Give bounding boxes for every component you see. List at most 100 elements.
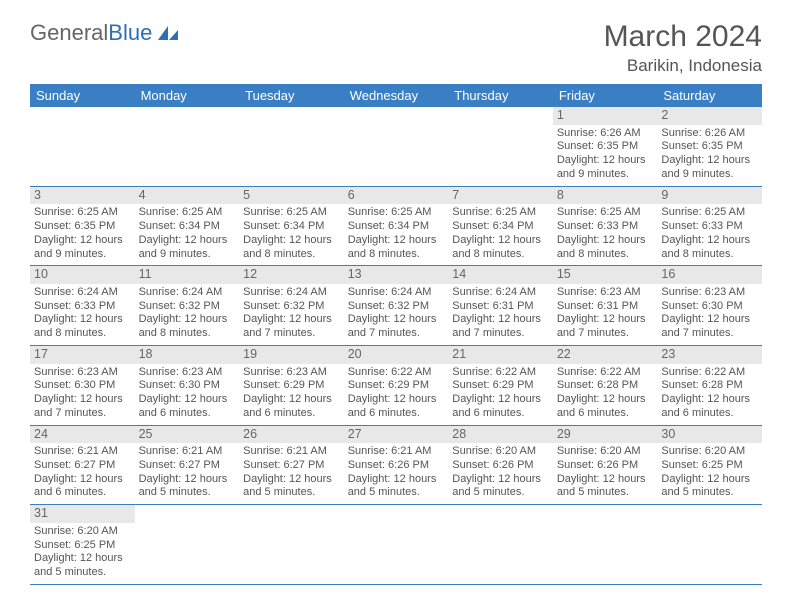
sunrise-line: Sunrise: 6:24 AM <box>452 286 549 300</box>
sunrise-line: Sunrise: 6:22 AM <box>348 366 445 380</box>
sunset-line: Sunset: 6:29 PM <box>452 379 549 393</box>
sunset-line: Sunset: 6:33 PM <box>34 300 131 314</box>
sunset-line: Sunset: 6:32 PM <box>243 300 340 314</box>
calendar-day-cell: 16Sunrise: 6:23 AMSunset: 6:30 PMDayligh… <box>657 266 762 346</box>
sunset-line: Sunset: 6:28 PM <box>661 379 758 393</box>
calendar-day-cell: 15Sunrise: 6:23 AMSunset: 6:31 PMDayligh… <box>553 266 658 346</box>
day-number: 18 <box>135 346 240 364</box>
calendar-empty-cell <box>344 505 449 585</box>
daylight-line: Daylight: 12 hours and 5 minutes. <box>243 473 340 501</box>
calendar-empty-cell <box>553 505 658 585</box>
sunrise-line: Sunrise: 6:21 AM <box>348 445 445 459</box>
day-number: 14 <box>448 266 553 284</box>
daylight-line: Daylight: 12 hours and 5 minutes. <box>661 473 758 501</box>
sunset-line: Sunset: 6:30 PM <box>34 379 131 393</box>
daylight-line: Daylight: 12 hours and 8 minutes. <box>452 234 549 262</box>
daylight-line: Daylight: 12 hours and 5 minutes. <box>348 473 445 501</box>
sunrise-line: Sunrise: 6:20 AM <box>34 525 131 539</box>
calendar-day-cell: 23 Sunrise: 6:22 AMSunset: 6:28 PMDayligh… <box>657 345 762 425</box>
day-number: 12 <box>239 266 344 284</box>
sunrise-line: Sunrise: 6:25 AM <box>243 206 340 220</box>
daylight-line: Daylight: 12 hours and 7 minutes. <box>348 313 445 341</box>
day-number: 20 <box>344 346 449 364</box>
calendar-day-cell: 3Sunrise: 6:25 AMSunset: 6:35 PMDaylight… <box>30 186 135 266</box>
daylight-line: Daylight: 12 hours and 7 minutes. <box>243 313 340 341</box>
calendar-empty-cell <box>135 107 240 186</box>
sunset-line: Sunset: 6:33 PM <box>661 220 758 234</box>
sunset-line: Sunset: 6:31 PM <box>452 300 549 314</box>
sunrise-line: Sunrise: 6:22 AM <box>557 366 654 380</box>
calendar-day-cell: 26Sunrise: 6:21 AMSunset: 6:27 PMDayligh… <box>239 425 344 505</box>
day-number: 2 <box>657 107 762 125</box>
sunrise-line: Sunrise: 6:25 AM <box>661 206 758 220</box>
daylight-line: Daylight: 12 hours and 8 minutes. <box>139 313 236 341</box>
calendar-empty-cell <box>239 107 344 186</box>
daylight-line: Daylight: 12 hours and 6 minutes. <box>348 393 445 421</box>
day-number: 7 <box>448 187 553 205</box>
calendar-empty-cell <box>239 505 344 585</box>
calendar-week-row: 3Sunrise: 6:25 AMSunset: 6:35 PMDaylight… <box>30 186 762 266</box>
day-number: 11 <box>135 266 240 284</box>
day-number: 1 <box>553 107 658 125</box>
day-number: 28 <box>448 426 553 444</box>
sunset-line: Sunset: 6:27 PM <box>243 459 340 473</box>
daylight-line: Daylight: 12 hours and 9 minutes. <box>557 154 654 182</box>
daylight-line: Daylight: 12 hours and 6 minutes. <box>661 393 758 421</box>
day-header-row: SundayMondayTuesdayWednesdayThursdayFrid… <box>30 84 762 107</box>
sunset-line: Sunset: 6:33 PM <box>557 220 654 234</box>
calendar-week-row: 10 Sunrise: 6:24 AM Sunset: 6:33 PM Dayligh… <box>30 266 762 346</box>
calendar-day-cell: 2Sunrise: 6:26 AMSunset: 6:35 PMDaylight… <box>657 107 762 186</box>
sunset-line: Sunset: 6:26 PM <box>348 459 445 473</box>
sunset-line: Sunset: 6:30 PM <box>139 379 236 393</box>
calendar-empty-cell <box>30 107 135 186</box>
sunset-line: Sunset: 6:26 PM <box>452 459 549 473</box>
sunset-line: Sunset: 6:29 PM <box>243 379 340 393</box>
calendar-week-row: 31Sunrise: 6:20 AMSunset: 6:25 PMDayligh… <box>30 505 762 585</box>
sunrise-line: Sunrise: 6:25 AM <box>139 206 236 220</box>
logo-text-1: General <box>30 20 108 46</box>
daylight-line: Daylight: 12 hours and 6 minutes. <box>139 393 236 421</box>
sunset-line: Sunset: 6:28 PM <box>557 379 654 393</box>
title-block: March 2024 Barikin, Indonesia <box>604 20 762 76</box>
daylight-line: Daylight: 12 hours and 8 minutes. <box>661 234 758 262</box>
sunset-line: Sunset: 6:34 PM <box>139 220 236 234</box>
sunrise-line: Sunrise: 6:24 AM <box>139 286 236 300</box>
calendar-day-cell: 27Sunrise: 6:21 AMSunset: 6:26 PMDayligh… <box>344 425 449 505</box>
sunrise-line: Sunrise: 6:25 AM <box>452 206 549 220</box>
day-header: Friday <box>553 84 658 107</box>
day-number: 30 <box>657 426 762 444</box>
daylight-line: Daylight: 12 hours and 6 minutes. <box>557 393 654 421</box>
sunrise-line: Sunrise: 6:20 AM <box>661 445 758 459</box>
calendar-empty-cell <box>448 107 553 186</box>
day-number: 27 <box>344 426 449 444</box>
sunrise-line: Sunrise: 6:22 AM <box>661 366 758 380</box>
calendar-day-cell: 5Sunrise: 6:25 AMSunset: 6:34 PMDaylight… <box>239 186 344 266</box>
day-number: 16 <box>657 266 762 284</box>
sunset-line: Sunset: 6:26 PM <box>557 459 654 473</box>
daylight-line: Daylight: 12 hours and 8 minutes. <box>557 234 654 262</box>
calendar-empty-cell <box>448 505 553 585</box>
calendar-day-cell: 31Sunrise: 6:20 AMSunset: 6:25 PMDayligh… <box>30 505 135 585</box>
sunrise-line: Sunrise: 6:24 AM <box>243 286 340 300</box>
calendar-day-cell: 22Sunrise: 6:22 AMSunset: 6:28 PMDayligh… <box>553 345 658 425</box>
day-number: 9 <box>657 187 762 205</box>
daylight-line: Daylight: 12 hours and 7 minutes. <box>452 313 549 341</box>
sunrise-line: Sunrise: 6:26 AM <box>661 127 758 141</box>
sunrise-line: Sunrise: 6:25 AM <box>348 206 445 220</box>
sunrise-line: Sunrise: 6:21 AM <box>243 445 340 459</box>
day-number: 15 <box>553 266 658 284</box>
daylight-line: Daylight: 12 hours and 9 minutes. <box>139 234 236 262</box>
sunset-line: Sunset: 6:34 PM <box>348 220 445 234</box>
calendar-day-cell: 29Sunrise: 6:20 AMSunset: 6:26 PMDayligh… <box>553 425 658 505</box>
sunrise-line: Sunrise: 6:23 AM <box>139 366 236 380</box>
day-number: 10 <box>30 266 135 284</box>
sunrise-line: Sunrise: 6:24 AM <box>348 286 445 300</box>
day-header: Sunday <box>30 84 135 107</box>
day-number: 6 <box>344 187 449 205</box>
day-header: Saturday <box>657 84 762 107</box>
day-number: 23 <box>657 346 762 364</box>
daylight-line: Daylight: 12 hours and 9 minutes. <box>34 234 131 262</box>
calendar-day-cell: 11Sunrise: 6:24 AMSunset: 6:32 PMDayligh… <box>135 266 240 346</box>
day-number: 29 <box>553 426 658 444</box>
daylight-line: Daylight: 12 hours and 5 minutes. <box>34 552 131 580</box>
